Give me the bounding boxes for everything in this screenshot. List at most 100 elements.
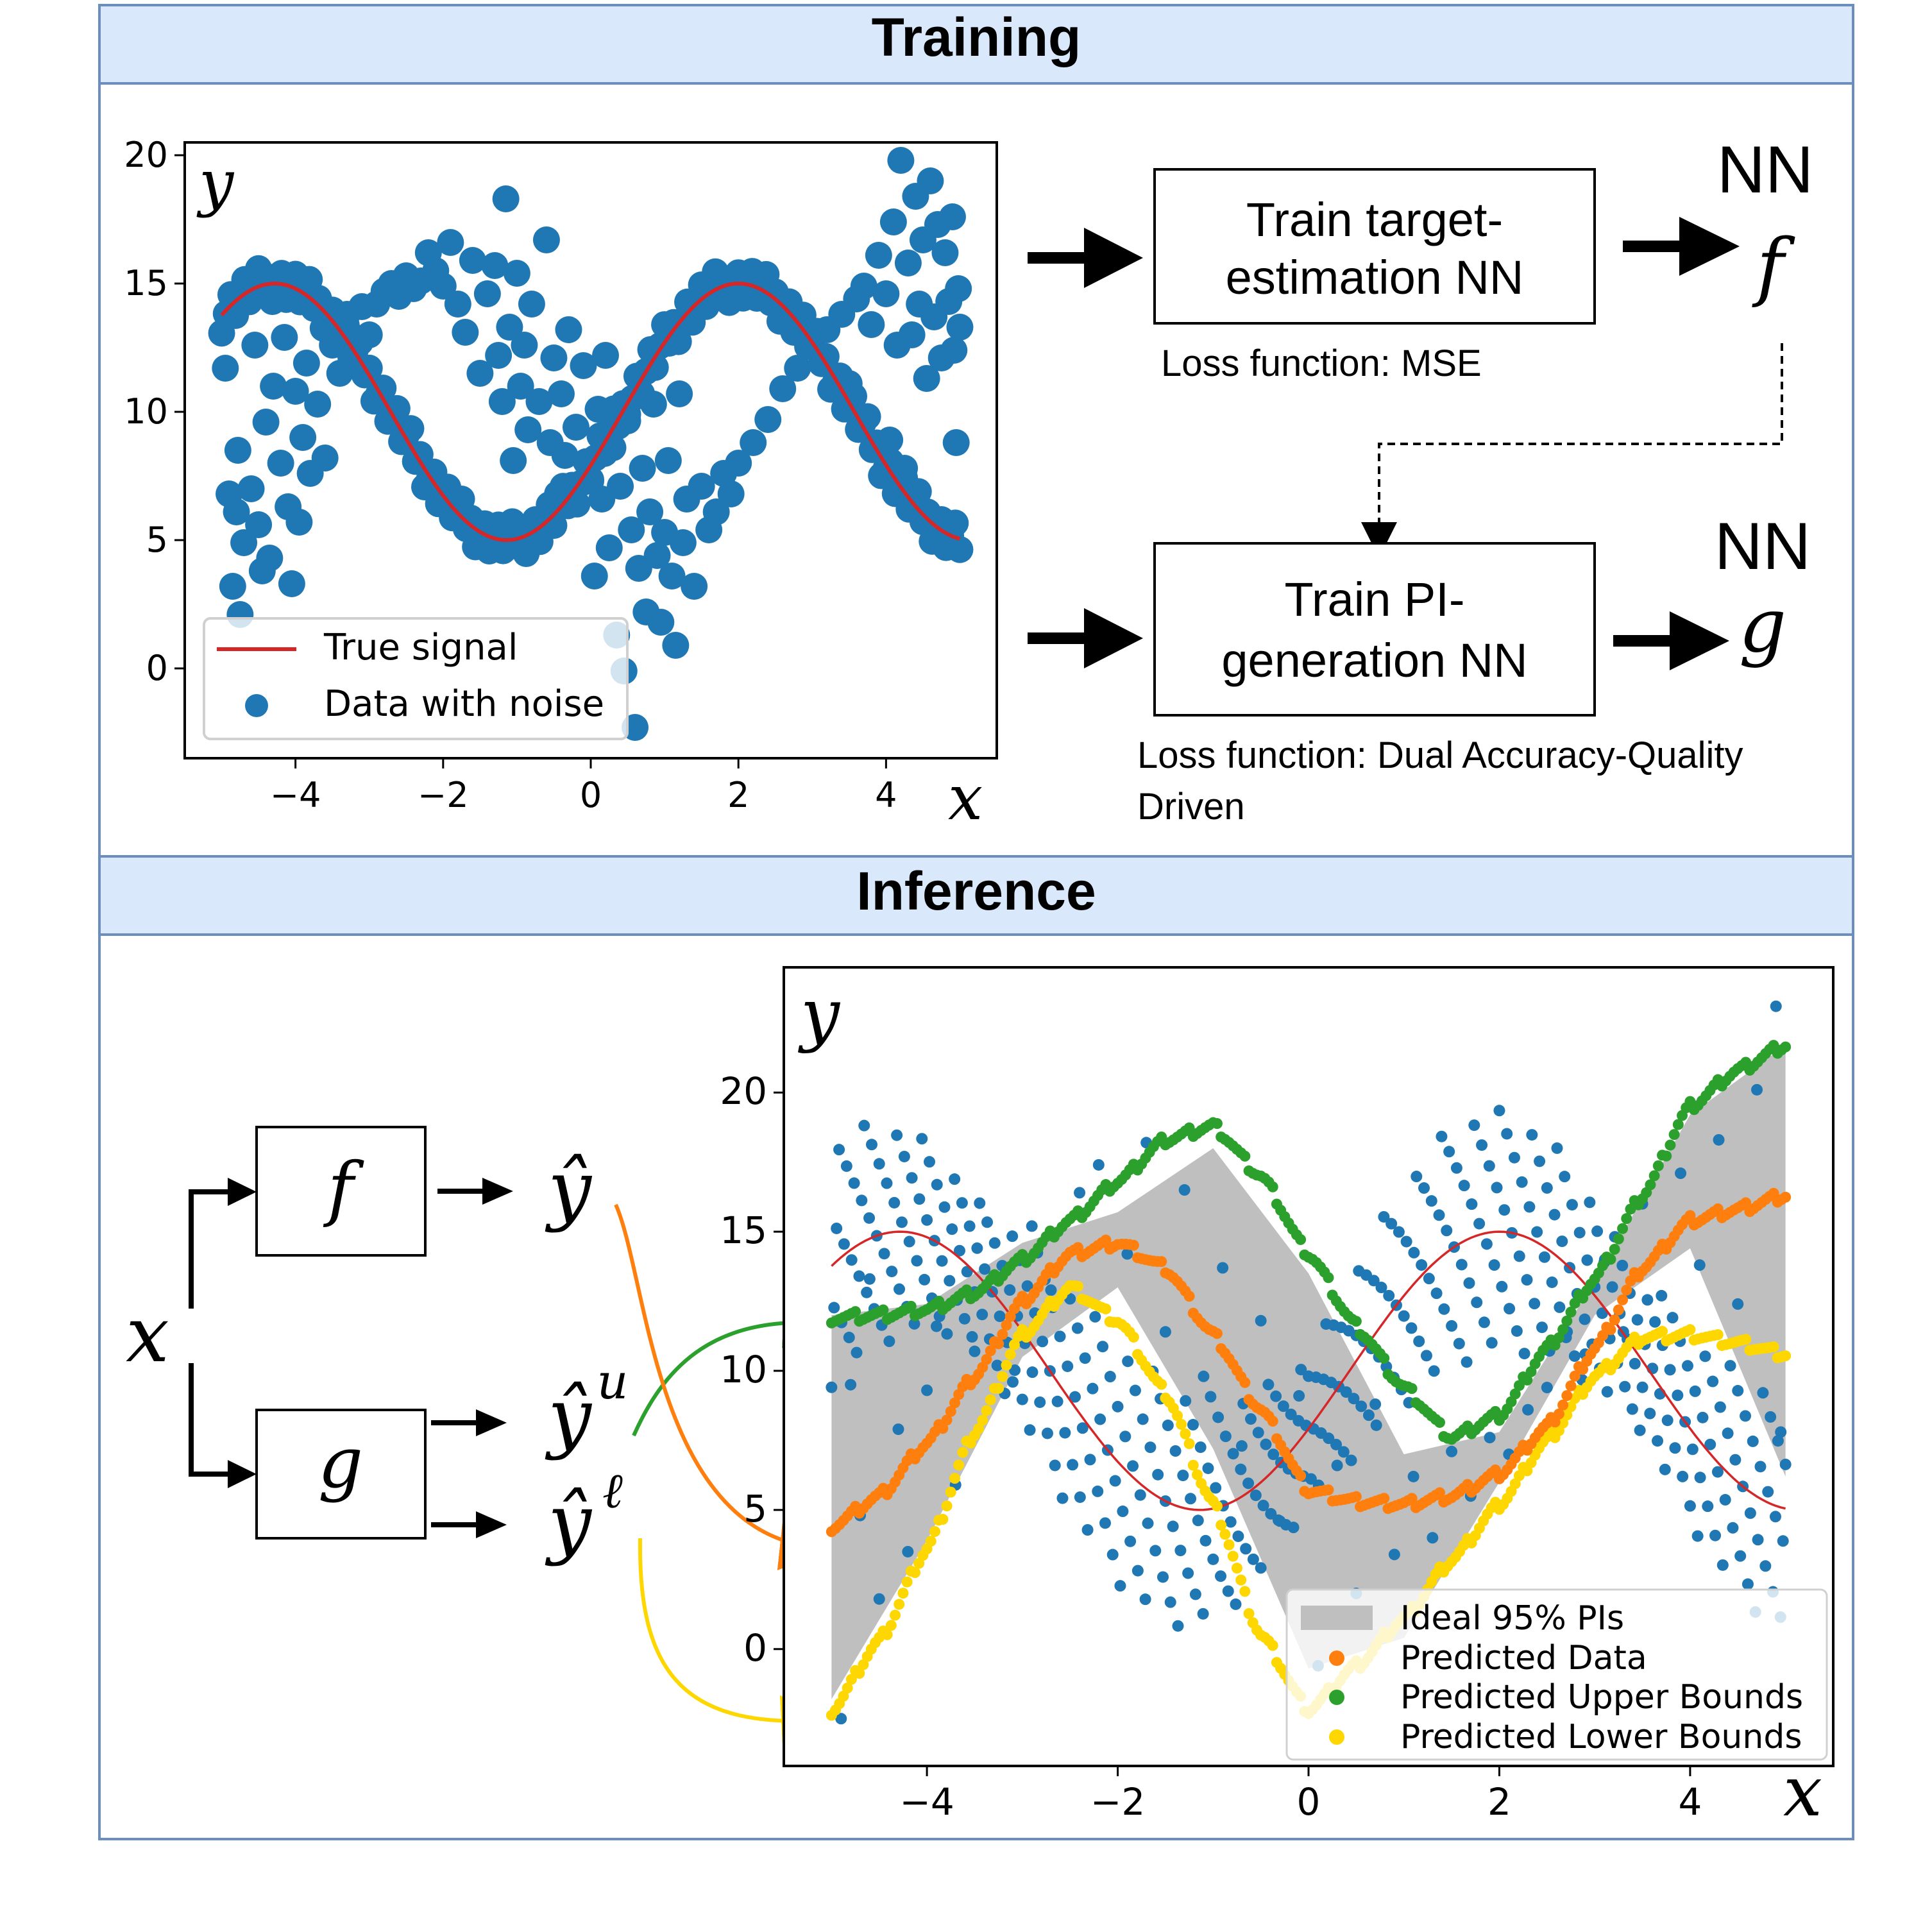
inference-data-point (1516, 1176, 1528, 1188)
training-data-point (865, 242, 892, 269)
training-data-point (942, 429, 970, 456)
inference-data-point (1177, 1470, 1189, 1482)
inference-data-point (1119, 1430, 1131, 1443)
upper-bound-point (1613, 1233, 1624, 1244)
training-data-point (369, 375, 397, 402)
inference-data-point (1122, 1355, 1134, 1368)
inference-data-point (1199, 1534, 1212, 1547)
training-data-point (840, 382, 868, 410)
inference-data-point (981, 1216, 994, 1228)
predicted-point (1239, 1377, 1251, 1388)
training-data-point (271, 324, 298, 351)
predicted-point (945, 1405, 956, 1417)
training-data-point (629, 455, 656, 482)
inference-data-point (1235, 1440, 1248, 1452)
predicted-point (1553, 1408, 1564, 1420)
inference-data-point (1157, 1571, 1169, 1583)
inference-data-point (1493, 1105, 1505, 1117)
inference-data-point (1641, 1294, 1654, 1306)
upper-bound-point (905, 1300, 917, 1312)
training-data-point (904, 478, 932, 505)
inference-data-point (1707, 1375, 1719, 1387)
inference-data-point (1770, 1000, 1782, 1012)
training-data-point (285, 509, 313, 536)
output-y-hat: ŷ (545, 1145, 593, 1234)
inference-data-point (1450, 1162, 1462, 1174)
predicted-point (1156, 1256, 1167, 1268)
loss-function-mse: Loss function: MSE (1161, 343, 1482, 384)
training-x-label: x (948, 762, 983, 834)
inference-data-point (1092, 1485, 1104, 1497)
inference-legend-box (1285, 1588, 1828, 1761)
training-data-point (488, 388, 516, 415)
inference-data-point (1205, 1391, 1217, 1403)
nn-f-symbol: f (1752, 223, 1796, 310)
lower-bound-point (997, 1371, 1008, 1382)
inference-data-point (1164, 1596, 1176, 1608)
inference-data-point (1716, 1559, 1729, 1571)
inference-data-point (1719, 1494, 1731, 1506)
inference-data-point (1021, 1280, 1033, 1292)
lower-bound-point (854, 1668, 865, 1679)
training-data-point (551, 442, 579, 469)
inference-data-point (994, 1310, 1006, 1322)
inference-data-point (913, 1193, 926, 1205)
training-flow: Train target- estimation NN Loss functio… (1028, 133, 1813, 827)
inference-data-point (1378, 1210, 1390, 1223)
upper-bound-point (1267, 1181, 1278, 1192)
training-data-point (237, 475, 265, 502)
inference-data-point (1257, 1499, 1269, 1511)
lower-bound-point (985, 1394, 996, 1405)
training-data-point (500, 447, 527, 474)
inference-data-point (1740, 1410, 1752, 1422)
training-axes: −4 −2 0 2 4 0 5 10 15 20 (124, 135, 897, 815)
training-data-point (511, 332, 538, 359)
inference-data-point (1765, 1411, 1777, 1423)
train-target-estimation-line2: estimation NN (1226, 251, 1524, 304)
upper-bound-point (1561, 1315, 1573, 1327)
training-data-point (224, 437, 251, 464)
inference-data-point (1041, 1427, 1053, 1439)
lower-bound-point (894, 1599, 905, 1610)
inference-data-point (1559, 1171, 1571, 1183)
inference-data-point (1508, 1151, 1520, 1164)
inference-xtick-label: 4 (1678, 1780, 1702, 1824)
lower-bound-point (1521, 1465, 1533, 1477)
inference-data-point (1675, 1167, 1687, 1180)
predicted-point (1609, 1314, 1620, 1326)
predicted-point (1561, 1390, 1573, 1402)
inference-data-point (938, 1201, 951, 1213)
inference-data-point (1137, 1413, 1149, 1425)
curve-arrow-predicted (614, 1203, 834, 1570)
training-data-point (304, 391, 332, 418)
output-y-hat-lower: ŷ (545, 1479, 593, 1568)
training-data-point (803, 318, 831, 345)
inference-data-point (1573, 1226, 1586, 1239)
predicted-point (1577, 1364, 1589, 1375)
lower-bound-point (1513, 1470, 1525, 1481)
inference-data-point (894, 1283, 906, 1295)
training-data-point (383, 395, 411, 422)
inference-data-point (1751, 1083, 1763, 1096)
inference-data-point (1501, 1128, 1513, 1140)
training-data-point (658, 563, 686, 590)
inference-data-point (1551, 1142, 1563, 1154)
inference-data-point (1672, 1389, 1684, 1402)
upper-bound-point (1621, 1213, 1632, 1225)
inference-data-point (1222, 1585, 1234, 1597)
inference-data-point (1659, 1463, 1671, 1475)
inference-data-point (1441, 1225, 1453, 1237)
inference-data-point (1714, 1401, 1726, 1413)
inference-data-point (1369, 1398, 1382, 1411)
predicted-point (1434, 1487, 1445, 1498)
inference-data-point (873, 1158, 885, 1170)
lower-bound-point (937, 1513, 949, 1525)
training-data-point (595, 534, 623, 561)
inference-data-point (1194, 1441, 1207, 1454)
inference-data-point (1661, 1414, 1674, 1427)
inference-data-point (1446, 1320, 1458, 1332)
training-data-point (219, 573, 246, 600)
training-data-point (769, 375, 797, 402)
inference-data-point (1466, 1198, 1478, 1210)
inference-data-point (1629, 1357, 1641, 1370)
